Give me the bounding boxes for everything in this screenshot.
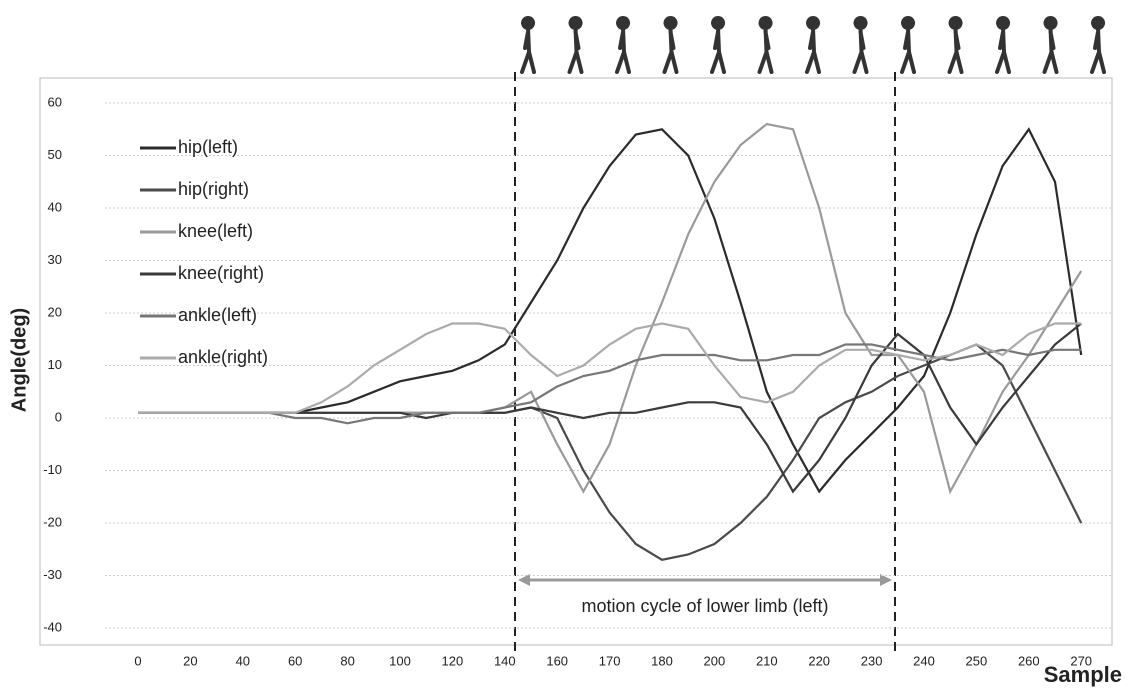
walker bbox=[662, 16, 679, 74]
plot-frame bbox=[39, 77, 1113, 646]
x-tick-label: 140 bbox=[494, 653, 516, 668]
series-line bbox=[138, 127, 1083, 494]
walker bbox=[805, 16, 821, 74]
series-line bbox=[138, 343, 1082, 425]
walking-figures bbox=[520, 16, 1106, 74]
y-tick-label: 20 bbox=[48, 304, 62, 319]
walker bbox=[900, 16, 916, 74]
y-tick-label: 10 bbox=[48, 357, 62, 372]
x-tick-label: 200 bbox=[704, 653, 726, 668]
y-tick-label: -10 bbox=[43, 462, 62, 477]
y-tick-label: 30 bbox=[48, 252, 62, 267]
walker bbox=[710, 16, 726, 74]
x-tick-label: 250 bbox=[966, 653, 988, 668]
legend-label: knee(right) bbox=[178, 263, 264, 283]
y-axis-title: Angle(deg) bbox=[8, 308, 30, 412]
x-tick-label: 80 bbox=[340, 653, 354, 668]
x-tick-label: 0 bbox=[134, 653, 141, 668]
annotation: motion cycle of lower limb (left) bbox=[581, 596, 828, 616]
x-tick-label: 260 bbox=[1018, 653, 1040, 668]
cycle-arrow bbox=[518, 574, 892, 586]
legend-label: ankle(right) bbox=[178, 347, 268, 367]
x-tick-label: 60 bbox=[288, 653, 302, 668]
legend-label: knee(left) bbox=[178, 221, 253, 241]
series-line bbox=[138, 322, 1082, 494]
x-tick-label: 220 bbox=[808, 653, 830, 668]
y-tick-label: -20 bbox=[43, 514, 62, 529]
legend-label: ankle(left) bbox=[178, 305, 257, 325]
walker bbox=[1090, 16, 1106, 74]
y-tick-label: -30 bbox=[43, 567, 62, 582]
walker bbox=[947, 16, 964, 74]
x-axis-title: Sample bbox=[1044, 662, 1122, 687]
legend-label: hip(right) bbox=[178, 179, 249, 199]
series-line bbox=[138, 322, 1082, 414]
x-tick-label: 230 bbox=[861, 653, 883, 668]
x-tick-label: 170 bbox=[599, 653, 621, 668]
y-tick-label: 50 bbox=[48, 147, 62, 162]
walker bbox=[615, 16, 631, 74]
y-tick-label: 40 bbox=[48, 199, 62, 214]
y-tick-label: 60 bbox=[48, 94, 62, 109]
walker bbox=[852, 16, 869, 74]
x-tick-label: 20 bbox=[183, 653, 197, 668]
walker bbox=[757, 16, 774, 74]
x-tick-label: 120 bbox=[442, 653, 464, 668]
x-tick-label: 100 bbox=[389, 653, 411, 668]
y-tick-label: -40 bbox=[43, 619, 62, 634]
x-tick-label: 270 bbox=[1070, 653, 1092, 668]
x-tick-label: 210 bbox=[756, 653, 778, 668]
walker bbox=[995, 16, 1011, 74]
legend-label: hip(left) bbox=[178, 137, 238, 157]
walker bbox=[1042, 16, 1059, 74]
x-tick-label: 160 bbox=[546, 653, 568, 668]
x-tick-label: 40 bbox=[236, 653, 250, 668]
x-tick-label: 180 bbox=[651, 653, 673, 668]
y-tick-label: 0 bbox=[55, 409, 62, 424]
walker bbox=[520, 16, 536, 74]
x-tick-label: 240 bbox=[913, 653, 935, 668]
walker bbox=[567, 16, 584, 74]
series-line bbox=[138, 122, 1083, 495]
